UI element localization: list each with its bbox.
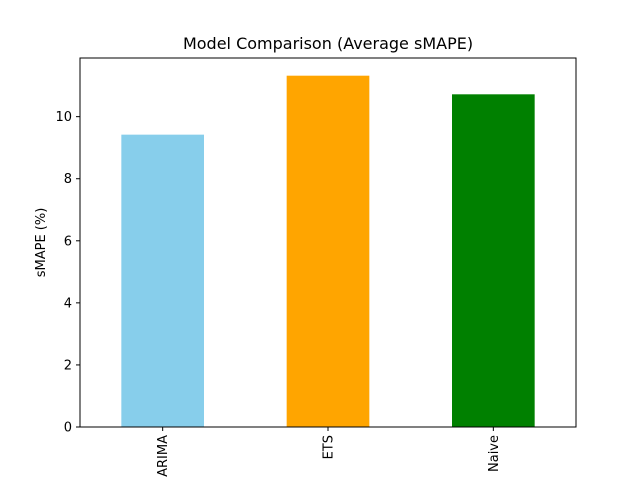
x-tick-label-arima: ARIMA bbox=[156, 435, 171, 477]
y-tick-label: 2 bbox=[64, 358, 72, 373]
y-tick-label: 8 bbox=[64, 172, 72, 187]
bar-ets bbox=[286, 75, 370, 428]
bar-naive bbox=[452, 94, 535, 427]
chart-title: Model Comparison (Average sMAPE) bbox=[183, 34, 473, 53]
bars-layer bbox=[121, 75, 535, 428]
x-tick-label-ets: ETS bbox=[322, 435, 337, 459]
bar-arima bbox=[121, 134, 204, 428]
y-tick-label: 10 bbox=[55, 110, 72, 125]
x-tick-label-naive: Naive bbox=[487, 435, 502, 472]
y-tick-label: 4 bbox=[64, 296, 72, 311]
y-axis: 0 2 4 6 8 10 bbox=[55, 110, 80, 436]
x-axis: ARIMA ETS Naive bbox=[156, 427, 502, 477]
y-tick-label: 0 bbox=[64, 421, 72, 436]
y-tick-label: 6 bbox=[64, 234, 72, 249]
y-axis-label: sMAPE (%) bbox=[34, 208, 49, 278]
